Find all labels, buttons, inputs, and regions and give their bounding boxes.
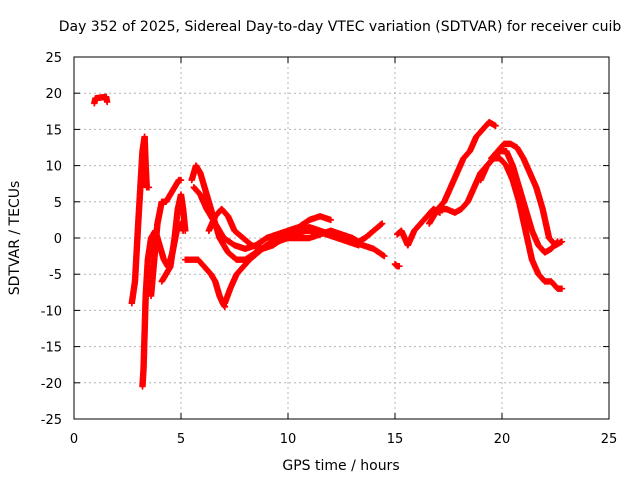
tick-labels: 0 5 10 15 20 25 -25 -20 -15 -10 -5 0 5 10 15 20 25 [41, 51, 618, 447]
y-tick-label: 0 [54, 232, 62, 247]
data-point [327, 216, 334, 224]
y-tick-label: 5 [54, 196, 62, 211]
series-track-c [147, 176, 185, 300]
x-tick-label: 15 [387, 432, 404, 447]
y-tick-label: 10 [45, 160, 62, 175]
x-tick-label: 20 [494, 432, 511, 447]
series-track-j [391, 260, 403, 270]
data-point [177, 176, 185, 184]
y-tick-label: -5 [49, 268, 62, 283]
series-track-d [158, 191, 189, 285]
y-axis-label: SDTVAR / TECUs [7, 181, 23, 296]
y-tick-label: 15 [45, 123, 62, 138]
data-point [492, 122, 499, 129]
series-track-e [182, 256, 229, 310]
data-point [381, 252, 388, 260]
series-track-i [205, 205, 362, 253]
series-track-l [426, 118, 499, 227]
plot-frame [73, 56, 610, 420]
x-tick-label: 10 [280, 432, 297, 447]
x-tick-label: 5 [177, 432, 185, 447]
data-point [558, 285, 566, 292]
data-points [91, 93, 566, 390]
x-tick-label: 25 [601, 432, 618, 447]
x-tick-label: 0 [70, 432, 78, 447]
y-tick-label: -10 [41, 304, 62, 319]
y-tick-label: 20 [45, 87, 62, 102]
series-track-g [190, 184, 334, 253]
data-point [145, 184, 153, 191]
y-tick-label: -25 [41, 413, 62, 428]
x-axis-label: GPS time / hours [282, 458, 399, 474]
series-track-m [434, 155, 566, 292]
data-point [355, 242, 362, 249]
chart-title: Day 352 of 2025, Sidereal Day-to-day VTE… [59, 19, 622, 35]
data-point [396, 263, 403, 270]
y-tick-label: -20 [41, 377, 62, 392]
series-early-high [91, 93, 111, 107]
series-track-a [128, 133, 153, 307]
data-point [558, 238, 566, 245]
series-track-o [488, 140, 566, 249]
y-tick-label: -15 [41, 341, 62, 356]
data-point [378, 220, 386, 227]
data-point [378, 221, 385, 228]
data-point [182, 227, 189, 234]
y-tick-label: 25 [45, 51, 62, 66]
data-point [103, 98, 111, 106]
